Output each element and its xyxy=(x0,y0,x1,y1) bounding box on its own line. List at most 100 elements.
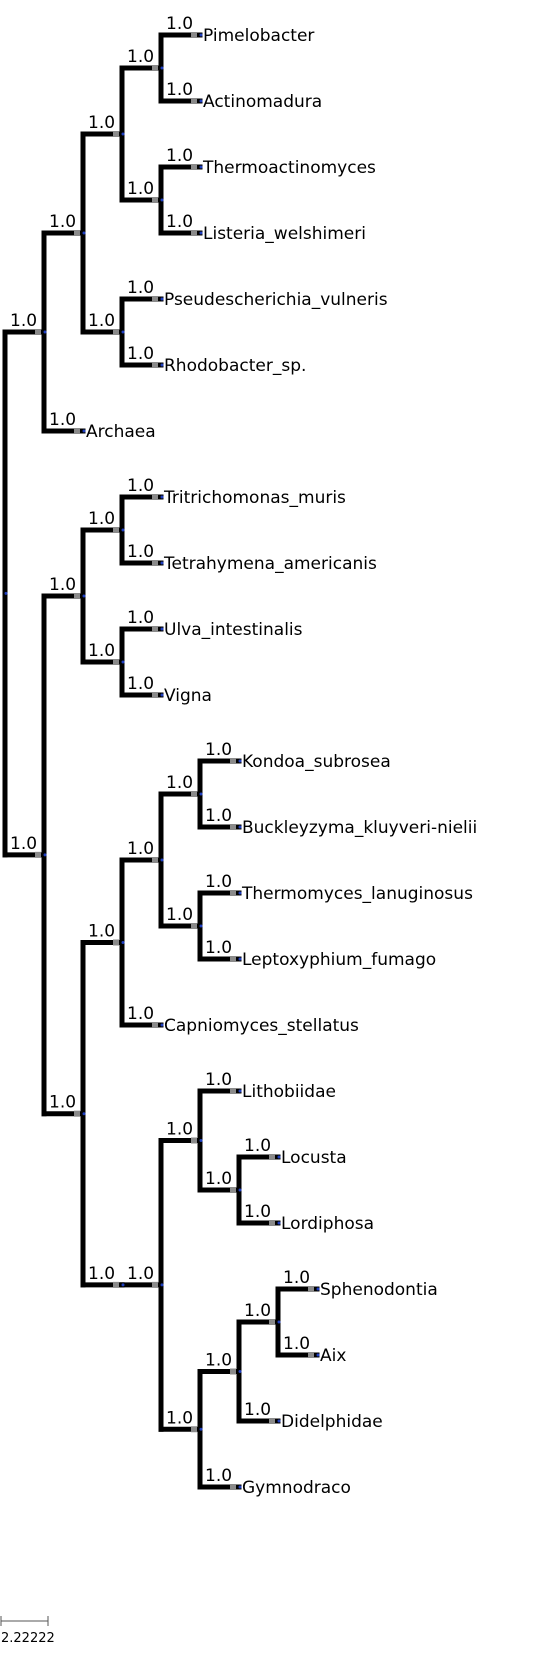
branch-end-marker xyxy=(191,32,197,38)
branch-end-marker xyxy=(191,230,197,236)
support-value: 1.0 xyxy=(127,674,154,694)
taxon-label: Ulva_intestinalis xyxy=(164,620,303,640)
internal-node xyxy=(82,1112,86,1116)
support-value: 1.0 xyxy=(127,47,154,67)
branch-end-marker xyxy=(191,164,197,170)
branch-end-marker xyxy=(269,1418,275,1424)
taxon-label: Tritrichomonas_muris xyxy=(163,488,346,508)
support-value: 1.0 xyxy=(10,311,37,331)
support-value: 1.0 xyxy=(205,1169,232,1189)
branch-end-marker xyxy=(308,1286,314,1292)
support-value: 1.0 xyxy=(88,113,115,133)
taxon-label: Didelphidae xyxy=(281,1412,383,1432)
leaf-node xyxy=(238,759,242,763)
taxon-label: Actinomadura xyxy=(203,92,322,112)
branch-end-marker xyxy=(152,362,158,368)
branch-end-marker xyxy=(35,329,41,335)
branch-end-marker xyxy=(152,296,158,302)
support-value: 1.0 xyxy=(244,1400,271,1420)
leaf-node xyxy=(82,429,86,433)
support-value: 1.0 xyxy=(205,872,232,892)
leaf-node xyxy=(160,363,164,367)
internal-node xyxy=(121,330,125,334)
support-value: 1.0 xyxy=(127,476,154,496)
support-value: 1.0 xyxy=(88,922,115,942)
support-value: 1.0 xyxy=(244,1136,271,1156)
branch-end-marker xyxy=(269,1220,275,1226)
leaf-node xyxy=(160,495,164,499)
support-value: 1.0 xyxy=(127,839,154,859)
leaf-node xyxy=(160,627,164,631)
support-value: 1.0 xyxy=(166,1120,193,1140)
leaf-node xyxy=(277,1221,281,1225)
branch-end-marker xyxy=(35,851,41,858)
taxon-label: Lordiphosa xyxy=(281,1214,374,1234)
branch-end-marker xyxy=(152,857,158,863)
support-value: 1.0 xyxy=(166,80,193,100)
support-value: 1.0 xyxy=(205,806,232,826)
support-value: 1.0 xyxy=(244,1301,271,1321)
taxon-label: Kondoa_subrosea xyxy=(242,752,391,772)
leaf-node xyxy=(160,1023,164,1027)
internal-node xyxy=(121,528,125,532)
branch-end-marker xyxy=(113,939,119,946)
branch-end-marker xyxy=(74,1110,80,1117)
leaf-node xyxy=(160,297,164,301)
leaf-node xyxy=(160,693,164,697)
internal-node xyxy=(82,594,86,598)
support-value: 1.0 xyxy=(127,1004,154,1024)
support-value: 1.0 xyxy=(49,410,76,430)
taxon-label: Gymnodraco xyxy=(242,1478,351,1498)
support-value: 1.0 xyxy=(166,773,193,793)
support-value: 1.0 xyxy=(127,542,154,562)
branch-end-marker xyxy=(74,428,80,434)
taxon-label: Listeria_welshimeri xyxy=(203,224,366,244)
support-value: 1.0 xyxy=(88,1264,115,1284)
internal-node xyxy=(4,591,8,595)
branch-end-marker xyxy=(269,1154,275,1160)
taxon-label: Pimelobacter xyxy=(203,26,314,46)
branch-end-marker xyxy=(230,890,236,896)
support-value: 1.0 xyxy=(49,212,76,232)
support-value: 1.0 xyxy=(283,1268,310,1288)
branch-end-marker xyxy=(152,560,158,566)
leaf-node xyxy=(238,891,242,895)
branch-end-marker xyxy=(152,1022,158,1028)
taxon-label: Thermoactinomyces xyxy=(202,158,376,178)
internal-node xyxy=(160,1283,164,1287)
leaf-node xyxy=(277,1155,281,1159)
taxon-label: Pseudescherichia_vulneris xyxy=(164,290,388,310)
branch-end-marker xyxy=(191,1137,197,1144)
support-value: 1.0 xyxy=(205,938,232,958)
internal-node xyxy=(199,1139,203,1142)
support-value: 1.0 xyxy=(127,608,154,628)
branch-end-marker xyxy=(191,923,197,929)
internal-node xyxy=(82,231,86,235)
branch-end-marker xyxy=(74,593,80,599)
leaf-node xyxy=(199,33,203,37)
branch-end-marker xyxy=(230,1187,236,1193)
branch-end-marker xyxy=(191,1426,197,1433)
internal-node xyxy=(238,1370,242,1373)
taxon-label: Lithobiidae xyxy=(242,1082,336,1102)
support-value: 1.0 xyxy=(205,740,232,760)
support-value: 1.0 xyxy=(127,1264,154,1284)
leaf-node xyxy=(238,1089,242,1093)
support-value: 1.0 xyxy=(166,14,193,34)
taxon-label: Rhodobacter_sp. xyxy=(164,356,306,376)
support-value: 1.0 xyxy=(10,834,37,854)
internal-node xyxy=(277,1320,281,1324)
branch-end-marker xyxy=(230,1368,236,1375)
support-value: 1.0 xyxy=(166,212,193,232)
leaf-node xyxy=(160,561,164,565)
support-value: 1.0 xyxy=(127,278,154,298)
leaf-node xyxy=(199,99,203,103)
branch-end-marker xyxy=(269,1319,275,1325)
branch-end-marker xyxy=(230,1088,236,1094)
support-value: 1.0 xyxy=(127,179,154,199)
branch-end-marker xyxy=(74,230,80,236)
branch-end-marker xyxy=(308,1352,314,1358)
branch-end-marker xyxy=(230,758,236,764)
support-value: 1.0 xyxy=(49,575,76,595)
